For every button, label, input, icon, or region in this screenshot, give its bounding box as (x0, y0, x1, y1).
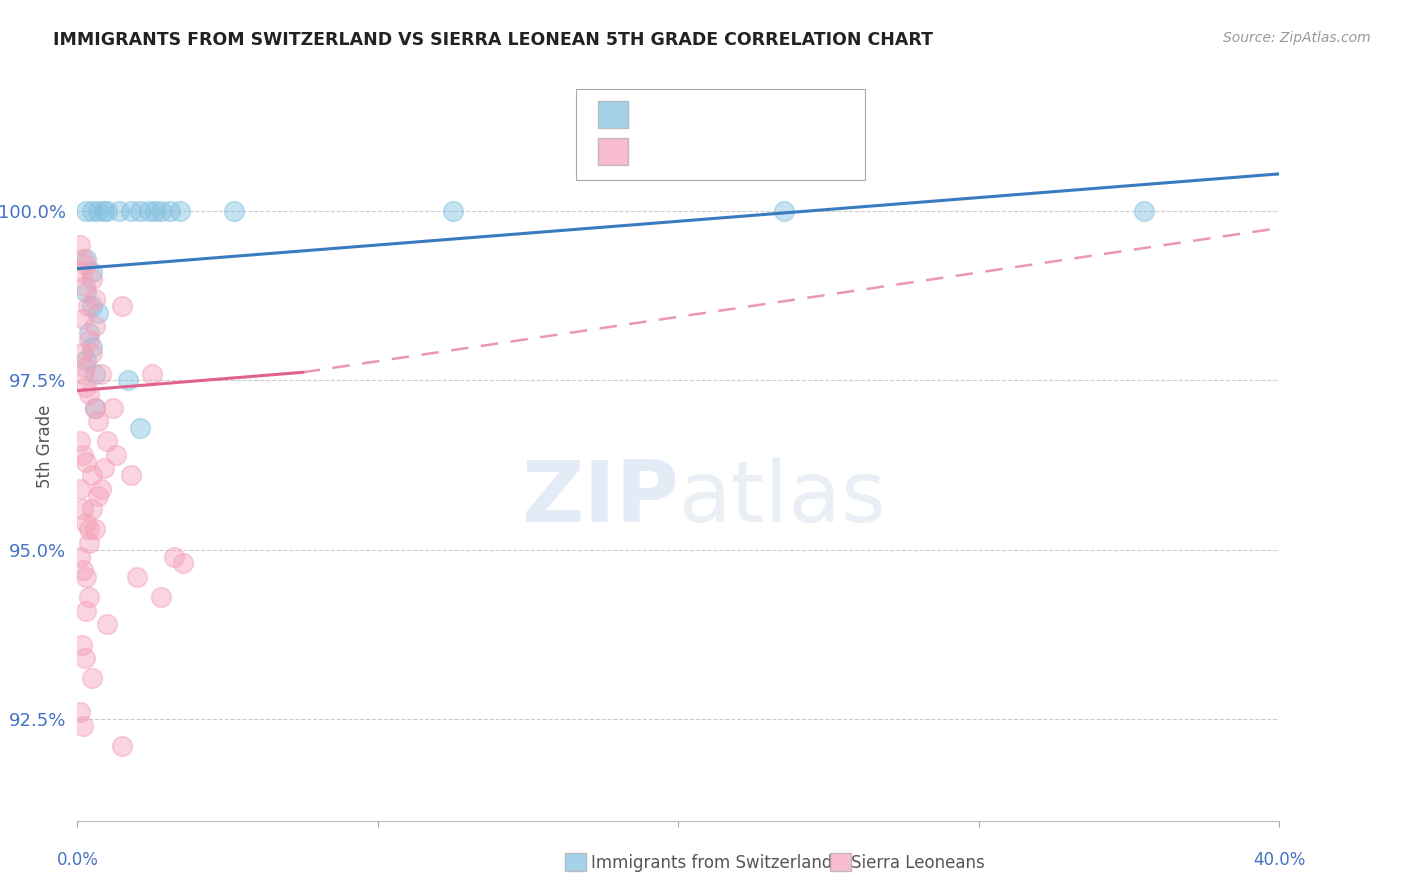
Point (73, 278, 96, 293)
Text: IMMIGRANTS FROM SWITZERLAND VS SIERRA LEONEAN 5TH GRADE CORRELATION CHART: IMMIGRANTS FROM SWITZERLAND VS SIERRA LE… (53, 31, 934, 49)
Point (108, 204, 131, 219)
Point (70, 638, 93, 652)
Point (138, 204, 160, 219)
Text: 5th Grade: 5th Grade (37, 404, 53, 488)
Point (75, 516, 97, 530)
Point (150, 204, 173, 219)
Point (75, 252, 97, 266)
Point (75, 380, 97, 394)
Point (82, 272, 104, 286)
Point (75, 604, 97, 618)
Point (772, 204, 794, 219)
Point (87, 204, 110, 219)
Point (82, 468, 104, 483)
Point (76, 299, 98, 313)
Point (70, 346, 93, 360)
Point (84, 401, 107, 415)
Point (120, 468, 142, 483)
Point (72, 312, 94, 326)
Point (69, 549, 91, 564)
Point (82, 502, 104, 516)
Point (84, 292, 107, 306)
Point (84, 319, 107, 334)
Point (90, 367, 112, 381)
Point (70, 265, 93, 279)
Point (162, 549, 184, 564)
Text: Sierra Leoneans: Sierra Leoneans (851, 855, 984, 872)
Point (82, 265, 104, 279)
Point (1133, 204, 1156, 219)
Point (82, 672, 104, 686)
Point (222, 204, 245, 219)
Point (72, 563, 94, 577)
Point (84, 367, 107, 381)
Point (84, 401, 107, 415)
Point (111, 299, 134, 313)
Text: ZIP: ZIP (520, 458, 679, 541)
Point (69, 482, 91, 496)
Point (172, 556, 194, 570)
Point (69, 434, 91, 449)
Text: R = 0.047    N = 58: R = 0.047 N = 58 (640, 141, 801, 159)
Point (79, 536, 101, 550)
Point (82, 299, 104, 313)
Point (141, 367, 163, 381)
Point (75, 285, 97, 300)
Point (169, 204, 191, 219)
Point (72, 367, 94, 381)
Point (72, 719, 94, 733)
Point (117, 373, 139, 387)
Point (87, 306, 110, 320)
Point (84, 523, 107, 537)
Point (72, 448, 94, 462)
Point (120, 204, 142, 219)
Point (129, 204, 152, 219)
Point (93, 204, 115, 219)
Point (75, 258, 97, 272)
Point (79, 326, 101, 340)
Point (69, 706, 91, 720)
Point (87, 414, 110, 428)
Point (87, 489, 110, 503)
Text: 0.0%: 0.0% (56, 851, 98, 869)
Point (96, 204, 118, 219)
Point (75, 455, 97, 469)
Point (82, 340, 104, 354)
Point (145, 204, 167, 219)
Point (111, 739, 134, 753)
Text: Immigrants from Switzerland: Immigrants from Switzerland (591, 855, 832, 872)
Text: atlas: atlas (679, 458, 886, 541)
Point (82, 346, 104, 360)
Point (72, 502, 94, 516)
Point (103, 401, 125, 415)
Point (79, 387, 101, 401)
Point (75, 570, 97, 584)
Point (441, 204, 464, 219)
Point (93, 461, 115, 475)
Text: Source: ZipAtlas.com: Source: ZipAtlas.com (1223, 31, 1371, 45)
Point (75, 353, 97, 368)
Point (79, 333, 101, 347)
Point (96, 434, 118, 449)
Point (73, 359, 96, 374)
Point (82, 204, 104, 219)
Point (72, 252, 94, 266)
Point (127, 570, 149, 584)
Point (69, 238, 91, 252)
Point (79, 523, 101, 537)
Point (129, 421, 152, 435)
Point (73, 651, 96, 665)
Point (105, 448, 128, 462)
Text: R = 0.375    N = 29: R = 0.375 N = 29 (640, 103, 801, 120)
Text: 40.0%: 40.0% (1253, 851, 1306, 869)
Point (79, 590, 101, 604)
Point (159, 204, 181, 219)
Point (96, 617, 118, 632)
Point (90, 482, 112, 496)
Point (75, 204, 97, 219)
Point (150, 590, 173, 604)
